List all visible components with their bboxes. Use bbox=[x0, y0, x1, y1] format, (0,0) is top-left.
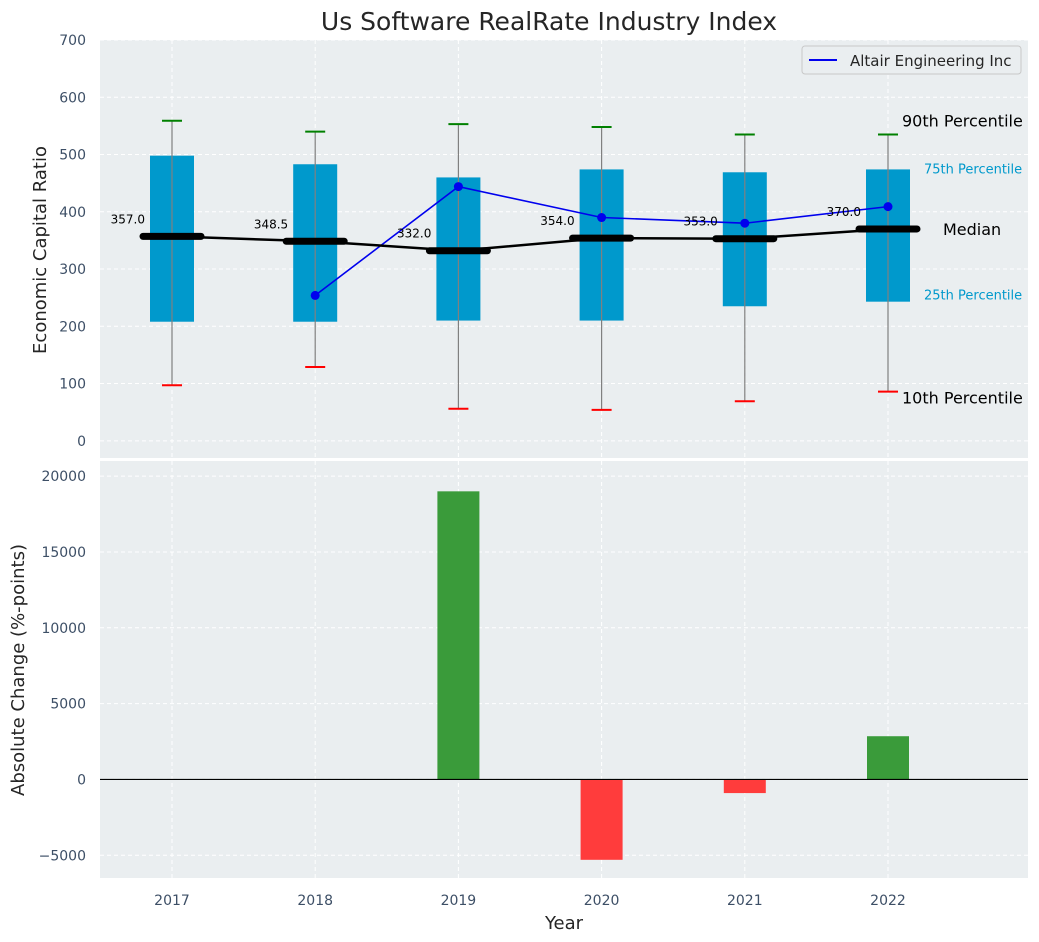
bottom-y-tick-label: −5000 bbox=[39, 848, 86, 864]
x-tick-label: 2020 bbox=[584, 893, 620, 909]
top-y-tick-label: 0 bbox=[77, 434, 86, 450]
x-tick-label: 2018 bbox=[297, 893, 333, 909]
top-y-tick-label: 400 bbox=[59, 205, 86, 221]
x-tick-label: 2021 bbox=[727, 893, 763, 909]
median-value-label: 354.0 bbox=[540, 214, 574, 228]
change-bar bbox=[867, 736, 909, 780]
x-axis-label: Year bbox=[544, 913, 584, 934]
bottom-y-axis-label: Absolute Change (%-points) bbox=[8, 544, 29, 796]
bottom-panel: −5000 0 5000 10000 15000 20000 Absolute Chang… bbox=[8, 461, 1028, 878]
company-point bbox=[740, 218, 750, 228]
change-bar bbox=[723, 779, 766, 794]
top-y-tick-label: 600 bbox=[59, 90, 86, 106]
top-y-tick-label: 200 bbox=[59, 319, 86, 335]
annotation-median: Median bbox=[943, 220, 1001, 239]
x-tick-label: 2022 bbox=[870, 893, 906, 909]
top-y-axis-label: Economic Capital Ratio bbox=[30, 146, 51, 354]
median-value-label: 370.0 bbox=[827, 205, 861, 219]
bottom-y-tick-label: 15000 bbox=[41, 545, 86, 561]
company-point bbox=[453, 182, 463, 192]
bottom-y-tick-label: 20000 bbox=[41, 469, 86, 485]
legend: Altair Engineering Inc bbox=[801, 45, 1022, 75]
change-bar bbox=[580, 779, 623, 860]
company-point bbox=[597, 213, 607, 223]
median-value-label: 357.0 bbox=[111, 212, 145, 226]
top-y-tick-label: 700 bbox=[59, 33, 86, 49]
bottom-y-tick-label: 5000 bbox=[50, 697, 86, 713]
bottom-plot-area bbox=[100, 461, 1028, 878]
median-value-label: 332.0 bbox=[397, 227, 431, 241]
annotation-90th-percentile: 90th Percentile bbox=[902, 111, 1023, 130]
legend-box bbox=[801, 45, 1022, 75]
company-point bbox=[310, 290, 320, 300]
top-y-tick-label: 100 bbox=[59, 377, 86, 393]
change-bar bbox=[437, 491, 480, 780]
top-y-tick-label: 500 bbox=[59, 148, 86, 164]
top-y-tick-label: 300 bbox=[59, 262, 86, 278]
company-point bbox=[883, 202, 893, 212]
annotation-10th-percentile: 10th Percentile bbox=[902, 389, 1023, 408]
bottom-y-tick-label: 10000 bbox=[41, 621, 86, 637]
chart-title: Us Software RealRate Industry Index bbox=[321, 7, 777, 36]
median-value-label: 348.5 bbox=[254, 217, 288, 231]
legend-label: Altair Engineering Inc bbox=[850, 52, 1012, 70]
annotation-25th-percentile: 25th Percentile bbox=[924, 289, 1022, 304]
top-panel: 0 100 200 300 400 500 600 700 357.0 348.5 332.0 35… bbox=[30, 33, 1028, 458]
annotation-75th-percentile: 75th Percentile bbox=[924, 162, 1022, 177]
bottom-y-tick-label: 0 bbox=[77, 772, 86, 788]
median-value-label: 353.0 bbox=[683, 215, 717, 229]
x-tick-label: 2019 bbox=[441, 893, 477, 909]
x-tick-label: 2017 bbox=[154, 893, 190, 909]
